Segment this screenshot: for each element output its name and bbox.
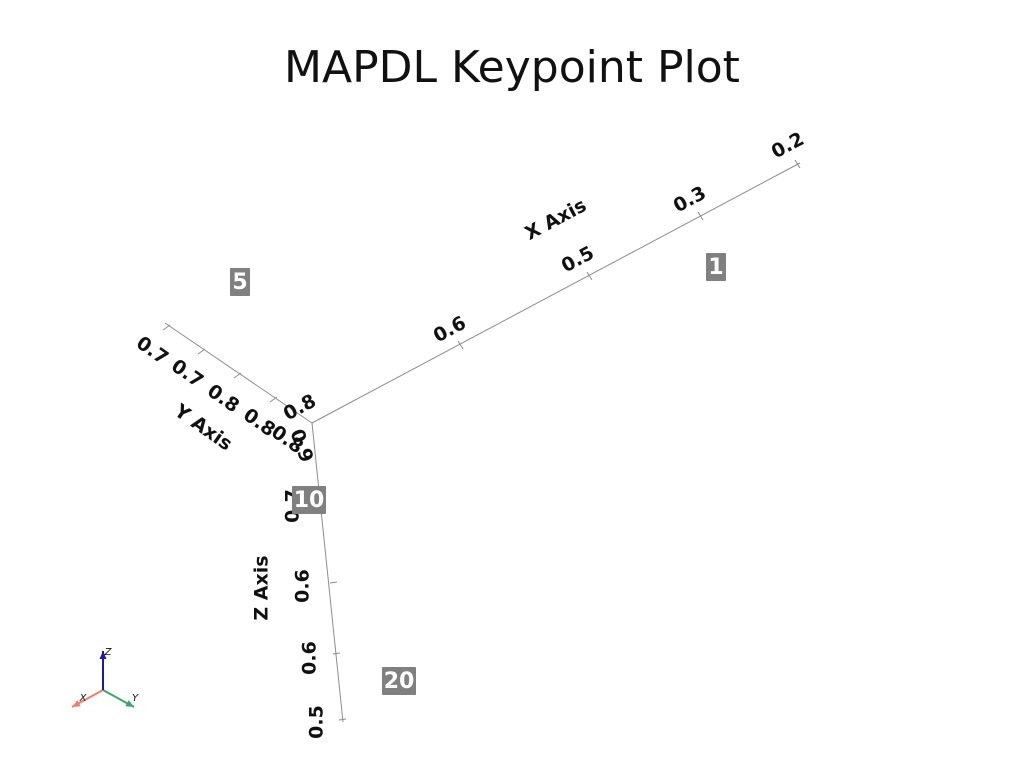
axis-tick-mark [197,348,206,355]
x-axis-line [311,162,801,424]
keypoint-label-text: 20 [384,669,415,694]
z-axis-label: Z Axis [251,555,273,620]
axis-tick-mark [338,718,347,721]
keypoint-label-box [382,667,416,695]
y-axis-tick-label: 0.7 [132,332,172,369]
keypoint-labels-group: 1 5 10 20 [230,253,726,695]
z-axis-line [311,422,344,723]
widget-y-arrow-head [125,700,134,707]
widget-z-arrow-head [99,651,107,659]
widget-z-label: Z [104,647,113,658]
x-axis-tick-label: 0.5 [558,242,598,277]
axis-tick-mark [697,211,704,221]
axis-tick-mark [162,324,171,331]
axis-tick-mark [269,396,278,403]
axis-tick-mark [794,159,801,169]
keypoint-label-text: 10 [294,488,325,513]
axis-tick-mark [457,340,464,350]
y-axis-tick-label: 0.8 [203,380,243,417]
tick-labels-group: 0.20.30.50.60.80.70.70.80.80.80.90.70.60… [132,128,808,739]
keypoint-label: 1 [706,253,726,281]
widget-x-label: X [79,693,88,704]
keypoint-label: 5 [230,268,250,296]
axis-tick-mark [329,581,338,584]
keypoint-label: 20 [382,667,416,695]
keypoint-label: 10 [292,486,326,514]
axis-tick-mark [233,372,242,379]
x-axis-tick-label: 0.8 [280,390,320,425]
z-axis-tick-label: 0.5 [306,705,328,739]
widget-x-arrow-head [72,700,81,707]
z-axis-tick-label: 0.6 [292,569,314,603]
keypoint-label-text: 1 [708,255,723,280]
x-axis-tick-label: 0.2 [768,128,808,163]
keypoint-label-text: 5 [232,270,247,295]
keypoint-label-box [706,253,726,281]
axis-tick-mark [332,652,341,655]
x-axis-tick-label: 0.3 [670,182,710,217]
z-axis-tick-label: 0.6 [299,641,321,675]
keypoint-label-box [292,486,326,514]
chart-title: MAPDL Keypoint Plot [284,42,740,93]
widget-y-label: Y [132,693,139,704]
y-axis-line [164,322,313,424]
x-axis-label: X Axis [521,194,590,244]
keypoint-label-box [230,268,250,296]
axes-group [162,159,801,723]
axis-tick-mark [586,271,593,281]
orientation-widget: X Y Z [71,647,139,708]
y-axis-tick-label: 0.7 [167,355,207,392]
